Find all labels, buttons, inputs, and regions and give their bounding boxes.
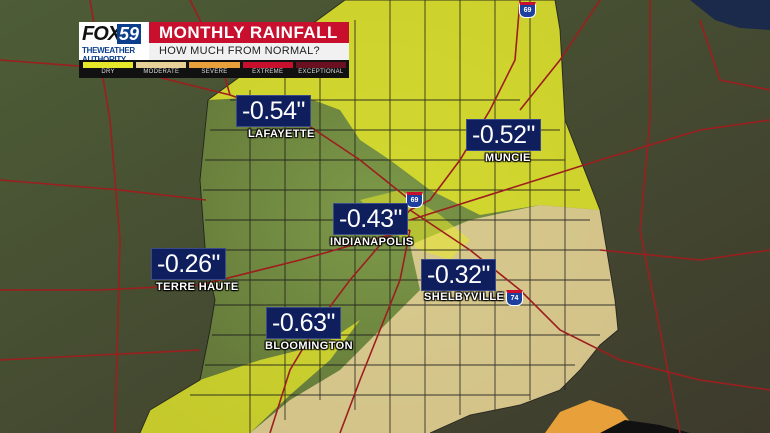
logo-brand: FOX [82, 23, 121, 45]
bloomington-label: BLOOMINGTON [265, 340, 353, 352]
moderate-drought-north [555, 0, 565, 40]
lafayette-value: -0.54" [236, 95, 311, 127]
legend-item-extreme: EXTREME [242, 62, 293, 78]
terre-haute-value: -0.26" [151, 248, 226, 280]
graphic-subtitle: HOW MUCH FROM NORMAL? [149, 43, 349, 60]
drought-legend: DRY MODERATE SEVERE EXTREME EXCEPTIONAL [79, 60, 349, 78]
logo-channel-number: 59 [117, 24, 142, 44]
terre-haute-label: TERRE HAUTE [156, 281, 239, 293]
shelbyville-label: SHELBYVILLE [424, 291, 505, 303]
indianapolis-label: INDIANAPOLIS [330, 236, 414, 248]
river-dark [600, 420, 690, 433]
lake-michigan [690, 0, 770, 30]
bloomington-value: -0.63" [266, 307, 341, 339]
muncie-value: -0.52" [466, 119, 541, 151]
interstate-74-shield: 74 [506, 290, 523, 306]
muncie-label: MUNCIE [485, 152, 531, 164]
moderate-drought-area [250, 205, 618, 433]
legend-item-severe: SEVERE [189, 62, 240, 78]
indianapolis-value: -0.43" [333, 203, 408, 235]
legend-item-moderate: MODERATE [136, 62, 187, 78]
shelbyville-value: -0.32" [421, 259, 496, 291]
lafayette-label: LAFAYETTE [248, 128, 315, 140]
legend-item-dry: DRY [83, 62, 134, 78]
legend-item-exceptional: EXCEPTIONAL [295, 62, 347, 78]
interstate-69-shield-indy: 69 [406, 192, 423, 208]
logo-tagline: THEWEATHER AUTHORITY [82, 46, 135, 64]
header-bug: FOX 59 THEWEATHER AUTHORITY MONTHLY RAIN… [79, 22, 349, 78]
graphic-title: MONTHLY RAINFALL [149, 22, 349, 43]
interstate-69-shield-north: 69 [519, 2, 536, 18]
